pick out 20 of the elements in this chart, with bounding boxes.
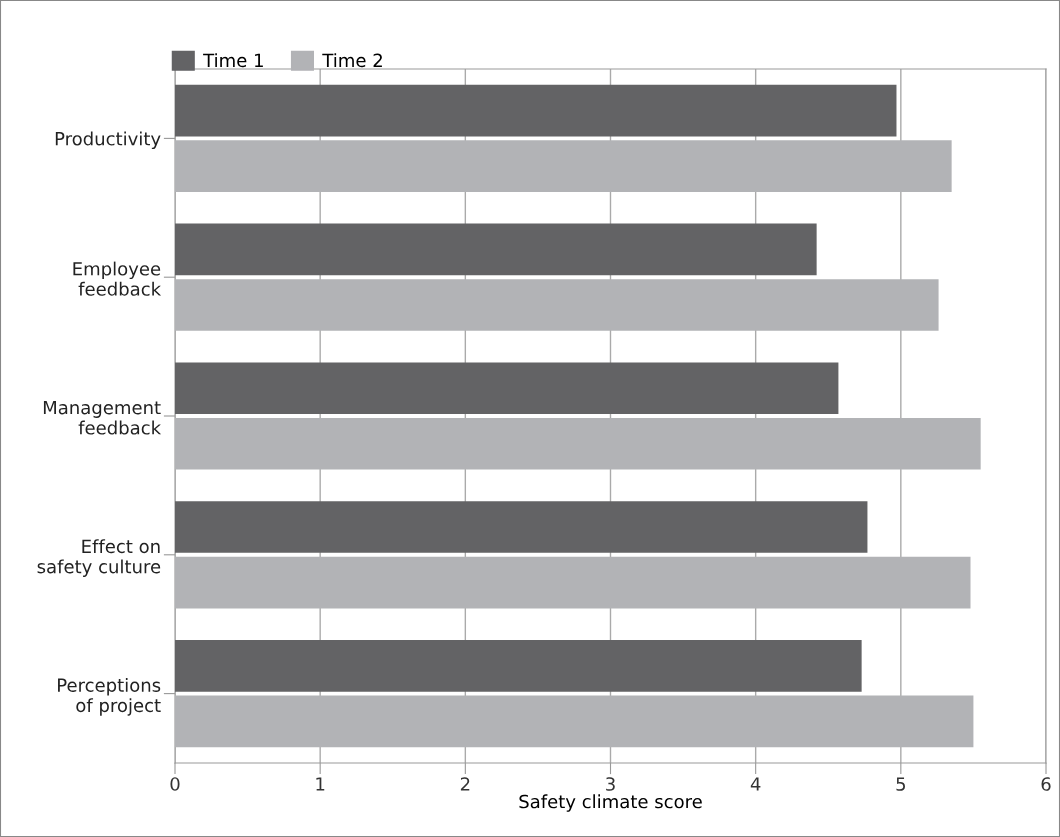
x-tick-label: 6 — [1041, 777, 1051, 791]
x-tick-label: 4 — [750, 777, 761, 791]
x-tick-label: 3 — [606, 777, 615, 791]
bar — [175, 640, 862, 692]
bar — [175, 223, 817, 276]
x-tick-label: 1 — [316, 777, 325, 791]
y-tick-label: Productivity — [55, 131, 161, 150]
legend-label: Time 1 — [203, 53, 263, 68]
bar — [175, 362, 839, 415]
x-tick-label: 5 — [896, 777, 905, 791]
bar — [175, 84, 897, 137]
y-tick-label: Effect on safety culture — [37, 539, 161, 577]
y-tick-label: Employee feedback — [73, 261, 162, 296]
y-tick-label: Perceptions of project — [58, 678, 161, 716]
legend-label: Time 2 — [322, 53, 382, 68]
y-tick-label: Management feedback — [43, 400, 162, 435]
x-tick-label: 2 — [460, 777, 470, 791]
x-axis-title: Safety climate score — [519, 794, 702, 812]
x-tick-label: 0 — [170, 777, 180, 791]
bar — [175, 501, 868, 553]
